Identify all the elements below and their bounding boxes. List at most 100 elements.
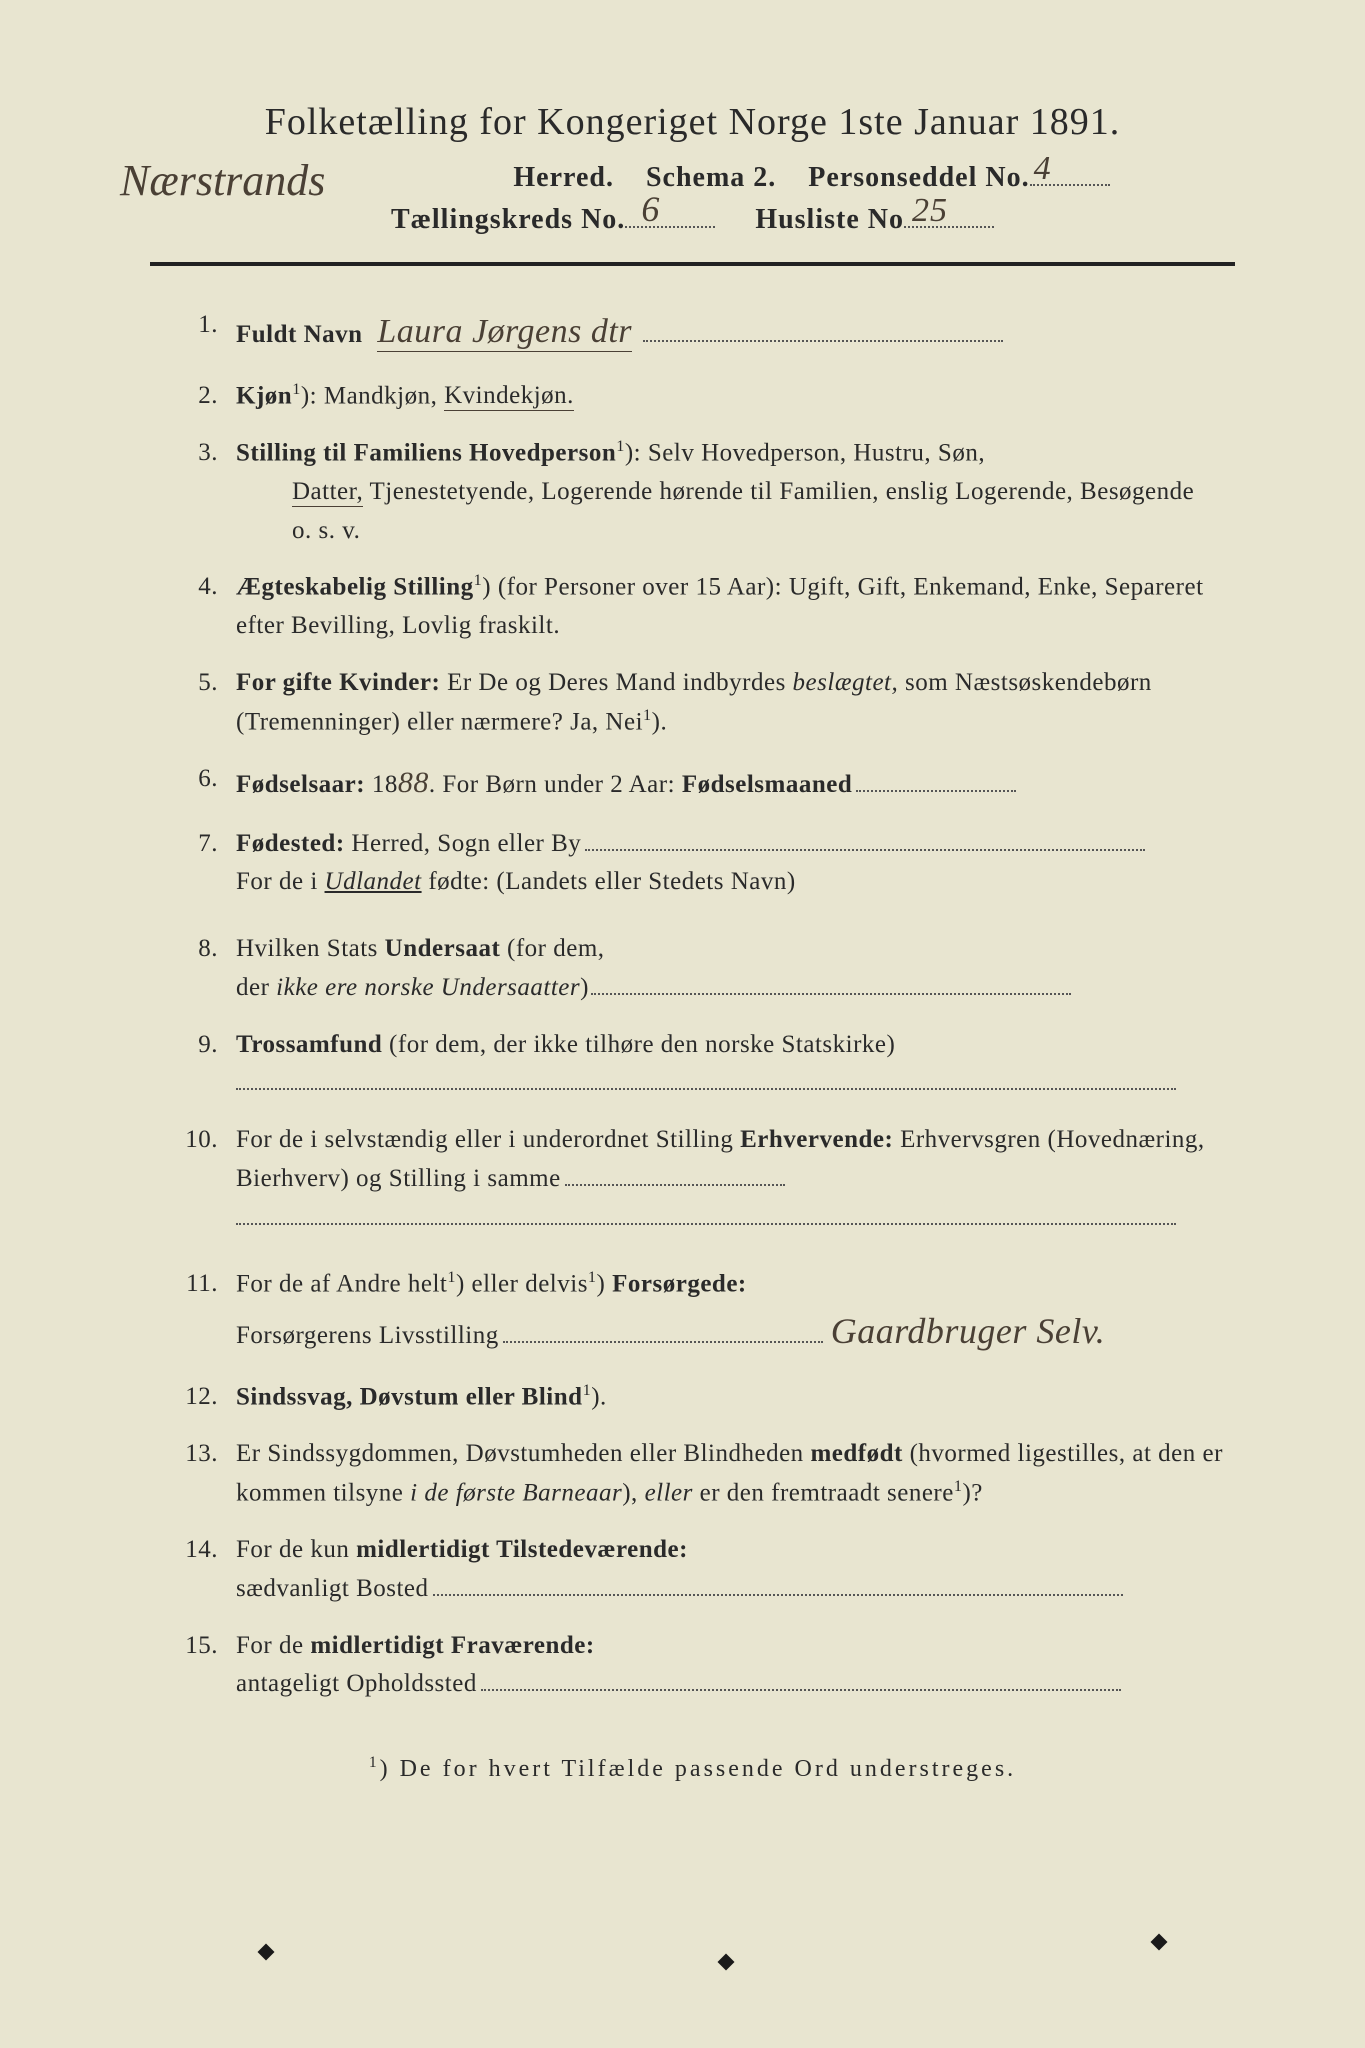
item-number: 5. <box>160 664 236 742</box>
kreds-value: 6 <box>641 188 660 230</box>
field-text: fødte: (Landets eller Stedets Navn) <box>422 868 796 895</box>
item-number: 10. <box>160 1121 236 1237</box>
header-line-3: Tællingskreds No.6 Husliste No25 <box>150 204 1235 236</box>
field-text: ) eller delvis <box>456 1271 588 1298</box>
item-14: 14. For de kun midlertidigt Tilstedevære… <box>160 1531 1235 1609</box>
item-12: 12. Sindssvag, Døvstum eller Blind1). <box>160 1378 1235 1417</box>
field-label: Undersaat <box>385 935 501 962</box>
personseddel-value: 4 <box>1034 150 1052 188</box>
field-text: For de <box>236 1632 310 1659</box>
field-text: ), <box>622 1479 644 1506</box>
field-text: (for dem, <box>500 935 604 962</box>
archive-mark-icon <box>1151 1934 1168 1951</box>
field-text: Er Sindssygdommen, Døvstumheden eller Bl… <box>236 1440 810 1467</box>
horizontal-rule <box>150 262 1235 266</box>
census-form-page: Folketælling for Kongeriget Norge 1ste J… <box>0 0 1365 2048</box>
item-1: 1. Fuldt Navn Laura Jørgens dtr <box>160 306 1235 359</box>
field-text: (for dem, der ikke tilhøre den norske St… <box>382 1031 895 1058</box>
field-label: Fuldt Navn <box>236 321 363 348</box>
field-label: Fødselsmaaned <box>682 771 852 798</box>
field-text: For de i selvstændig eller i underordnet… <box>236 1126 740 1153</box>
item-15: 15. For de midlertidigt Fraværende: anta… <box>160 1627 1235 1705</box>
item-13: 13. Er Sindssygdommen, Døvstumheden elle… <box>160 1435 1235 1513</box>
field-text: . For Børn under 2 Aar: <box>429 771 682 798</box>
item-number: 13. <box>160 1435 236 1513</box>
footnote-ref: 1 <box>583 1381 592 1399</box>
field-text-italic: ikke ere norske Undersaatter <box>276 974 580 1001</box>
field-text: sædvanligt Bosted <box>236 1575 429 1602</box>
field-label: Sindssvag, Døvstum eller Blind <box>236 1383 583 1410</box>
item-8: 8. Hvilken Stats Undersaat (for dem, der… <box>160 930 1235 1008</box>
field-text: Tjenestetyende, Logerende hørende til Fa… <box>363 478 1194 505</box>
footnote-ref: 1 <box>447 1268 456 1286</box>
schema-label: Schema 2. <box>646 162 776 193</box>
item-number: 11. <box>160 1265 236 1360</box>
item-9: 9. Trossamfund (for dem, der ikke tilhør… <box>160 1026 1235 1104</box>
field-label: Forsørgede: <box>612 1271 747 1298</box>
item-10: 10. For de i selvstændig eller i underor… <box>160 1121 1235 1237</box>
field-text-italic: eller <box>645 1479 693 1506</box>
item-number: 4. <box>160 568 236 646</box>
field-label: Trossamfund <box>236 1031 382 1058</box>
field-text: o. s. v. <box>236 512 1235 551</box>
field-text: Er De og Deres Mand indbyrdes <box>440 669 792 696</box>
field-label: Erhvervende: <box>740 1126 893 1153</box>
footnote-ref: 1 <box>616 437 625 455</box>
field-text: For de af Andre helt <box>236 1271 447 1298</box>
provider-occupation-value: Gaardbruger Selv. <box>831 1311 1105 1351</box>
form-items: 1. Fuldt Navn Laura Jørgens dtr 2. Kjøn1… <box>160 306 1235 1704</box>
item-4: 4. Ægteskabelig Stilling1) (for Personer… <box>160 568 1235 646</box>
footnote-ref: 1 <box>588 1268 597 1286</box>
field-text: Forsørgerens Livsstilling <box>236 1322 499 1349</box>
field-label: Kjøn <box>236 382 292 409</box>
field-label: Fødested: <box>236 830 345 857</box>
footnote-text: ) De for hvert Tilfælde passende Ord und… <box>380 1756 1017 1782</box>
footnote-marker: 1 <box>369 1754 380 1771</box>
selected-option: Datter, <box>292 478 363 507</box>
item-number: 8. <box>160 930 236 1008</box>
item-7: 7. Fødested: Herred, Sogn eller By For d… <box>160 825 1235 903</box>
item-number: 1. <box>160 306 236 359</box>
field-text: ): Selv Hovedperson, Hustru, Søn, <box>625 439 985 466</box>
item-3: 3. Stilling til Familiens Hovedperson1):… <box>160 434 1235 551</box>
selected-option: Kvindekjøn. <box>444 382 574 411</box>
item-number: 3. <box>160 434 236 551</box>
field-text-italic: beslægtet, <box>793 669 899 696</box>
archive-mark-icon <box>258 1944 275 1961</box>
document-title: Folketælling for Kongeriget Norge 1ste J… <box>150 100 1235 144</box>
field-text-bold: medfødt <box>810 1440 902 1467</box>
field-label: Stilling til Familiens Hovedperson <box>236 439 616 466</box>
field-text: For de kun <box>236 1536 356 1563</box>
item-number: 15. <box>160 1627 236 1705</box>
field-text: Herred, Sogn eller By <box>345 830 582 857</box>
field-text: ). <box>652 708 668 735</box>
field-label: For gifte Kvinder: <box>236 669 440 696</box>
item-number: 7. <box>160 825 236 903</box>
item-number: 9. <box>160 1026 236 1104</box>
husliste-value: 25 <box>912 192 948 230</box>
husliste-label: Husliste No <box>755 204 904 235</box>
item-number: 2. <box>160 377 236 416</box>
archive-mark-icon <box>718 1954 735 1971</box>
footnote: 1) De for hvert Tilfælde passende Ord un… <box>150 1754 1235 1783</box>
field-text: ) <box>597 1271 613 1298</box>
field-text: er den fremtraadt senere <box>693 1479 954 1506</box>
item-11: 11. For de af Andre helt1) eller delvis1… <box>160 1265 1235 1360</box>
field-label: midlertidigt Fraværende: <box>310 1632 594 1659</box>
herred-handwritten: Nærstrands <box>120 155 325 206</box>
item-number: 12. <box>160 1378 236 1417</box>
item-5: 5. For gifte Kvinder: Er De og Deres Man… <box>160 664 1235 742</box>
field-text: For de i <box>236 868 325 895</box>
field-text: ): Mandkjøn, <box>301 382 444 409</box>
field-text: ). <box>591 1383 607 1410</box>
field-text: Hvilken Stats <box>236 935 385 962</box>
herred-label: Herred. <box>513 162 614 193</box>
field-text-italic: i de første Barneaar <box>410 1479 622 1506</box>
footnote-ref: 1 <box>474 571 483 589</box>
field-label: Fødselsaar: <box>236 771 365 798</box>
field-text: ) <box>580 974 589 1001</box>
item-2: 2. Kjøn1): Mandkjøn, Kvindekjøn. <box>160 377 1235 416</box>
full-name-value: Laura Jørgens dtr <box>377 313 632 352</box>
field-label: Ægteskabelig Stilling <box>236 574 474 601</box>
footnote-ref: 1 <box>292 380 301 398</box>
